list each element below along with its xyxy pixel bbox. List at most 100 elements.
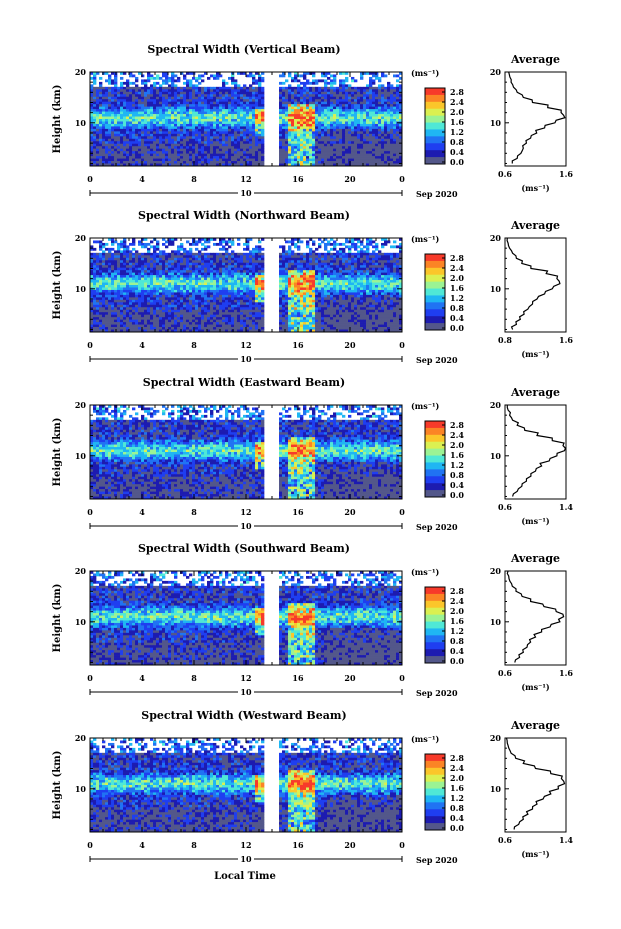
heatmap-cell [318, 99, 322, 103]
heatmap-cell [288, 151, 292, 154]
heatmap-cell [96, 114, 100, 117]
heatmap-cell [147, 163, 151, 167]
heatmap-cell [324, 275, 328, 278]
heatmap-cell [144, 123, 148, 127]
heatmap-cell [339, 153, 343, 157]
heatmap-cell [210, 123, 214, 127]
heatmap-cell [369, 89, 373, 93]
heatmap-cell [339, 148, 343, 152]
heatmap-cell [297, 265, 301, 269]
heatmap-cell [315, 81, 319, 85]
heatmap-cell [390, 275, 394, 278]
heatmap-cell [198, 89, 202, 93]
heatmap-cell [162, 79, 166, 83]
heatmap-cell [384, 262, 388, 266]
heatmap-cell [369, 79, 373, 83]
heatmap-cell [396, 111, 400, 115]
heatmap-cell [105, 131, 109, 135]
heatmap-cell [258, 265, 262, 269]
heatmap-cell [363, 275, 367, 278]
heatmap-cell [189, 153, 193, 157]
heatmap-cell [324, 255, 328, 259]
heatmap-cell [228, 123, 232, 127]
heatmap-cell [177, 86, 181, 90]
heatmap-cell [393, 163, 397, 167]
heatmap-cell [207, 109, 211, 112]
heatmap-cell [291, 161, 295, 164]
heatmap-cell [288, 128, 292, 132]
heatmap-cell [195, 247, 199, 251]
heatmap-cell [114, 91, 118, 95]
heatmap-cell [132, 238, 136, 241]
heatmap-cell [153, 151, 157, 154]
heatmap-cell [327, 133, 331, 137]
heatmap-cell [237, 242, 241, 246]
heatmap-cell [294, 111, 298, 115]
heatmap-cell [141, 121, 145, 125]
heatmap-cell [351, 245, 355, 249]
heatmap-cell [222, 247, 226, 251]
heatmap-cell [393, 131, 397, 135]
heatmap-cell [330, 136, 334, 140]
heatmap-cell [177, 128, 181, 132]
heatmap-cell [282, 161, 286, 164]
heatmap-cell [279, 143, 283, 147]
heatmap-cell [180, 111, 184, 115]
heatmap-cell [93, 94, 97, 98]
heatmap-cell [399, 262, 403, 266]
heatmap-cell [354, 262, 358, 266]
heatmap-cell [309, 270, 313, 273]
heatmap-cell [369, 265, 373, 269]
heatmap-cell [156, 247, 160, 251]
heatmap-cell [195, 136, 199, 140]
heatmap-cell [384, 121, 388, 125]
heatmap-cell [297, 252, 301, 256]
heatmap-cell [156, 121, 160, 125]
heatmap-cell [144, 146, 148, 150]
heatmap-cell [141, 267, 145, 271]
heatmap-cell [336, 94, 340, 98]
heatmap-cell [288, 72, 292, 75]
heatmap-cell [294, 267, 298, 271]
heatmap-cell [168, 94, 172, 98]
heatmap-cell [351, 151, 355, 154]
heatmap-cell [135, 96, 139, 100]
heatmap-cell [123, 89, 127, 93]
heatmap-cell [336, 96, 340, 100]
heatmap-cell [180, 141, 184, 145]
heatmap-cell [204, 91, 208, 95]
heatmap-cell [141, 123, 145, 127]
heatmap-cell [225, 255, 229, 259]
heatmap-cell [204, 101, 208, 105]
heatmap-cell [282, 96, 286, 100]
heatmap-cell [315, 267, 319, 271]
heatmap-cell [360, 74, 364, 78]
heatmap-cell [246, 128, 250, 132]
heatmap-cell [282, 143, 286, 147]
heatmap-cell [390, 99, 394, 103]
heatmap-cell [258, 81, 262, 85]
heatmap-cell [216, 131, 220, 135]
heatmap-cell [375, 94, 379, 98]
heatmap-cell [177, 106, 181, 110]
heatmap-cell [165, 131, 169, 135]
heatmap-cell [258, 252, 262, 256]
heatmap-cell [126, 101, 130, 105]
heatmap-cell [300, 138, 304, 142]
heatmap-cell [129, 111, 133, 115]
heatmap-cell [372, 94, 376, 98]
heatmap-cell [369, 123, 373, 127]
heatmap-cell [210, 89, 214, 93]
heatmap-cell [291, 99, 295, 103]
heatmap-cell [330, 94, 334, 98]
heatmap-cell [147, 138, 151, 142]
heatmap-cell [147, 116, 151, 120]
heatmap-cell [390, 123, 394, 127]
heatmap-cell [318, 146, 322, 150]
heatmap-cell [249, 131, 253, 135]
heatmap-cell [279, 114, 283, 117]
heatmap-cell [288, 257, 292, 261]
heatmap-cell [330, 111, 334, 115]
heatmap-cell [156, 99, 160, 103]
heatmap-cell [219, 275, 223, 278]
